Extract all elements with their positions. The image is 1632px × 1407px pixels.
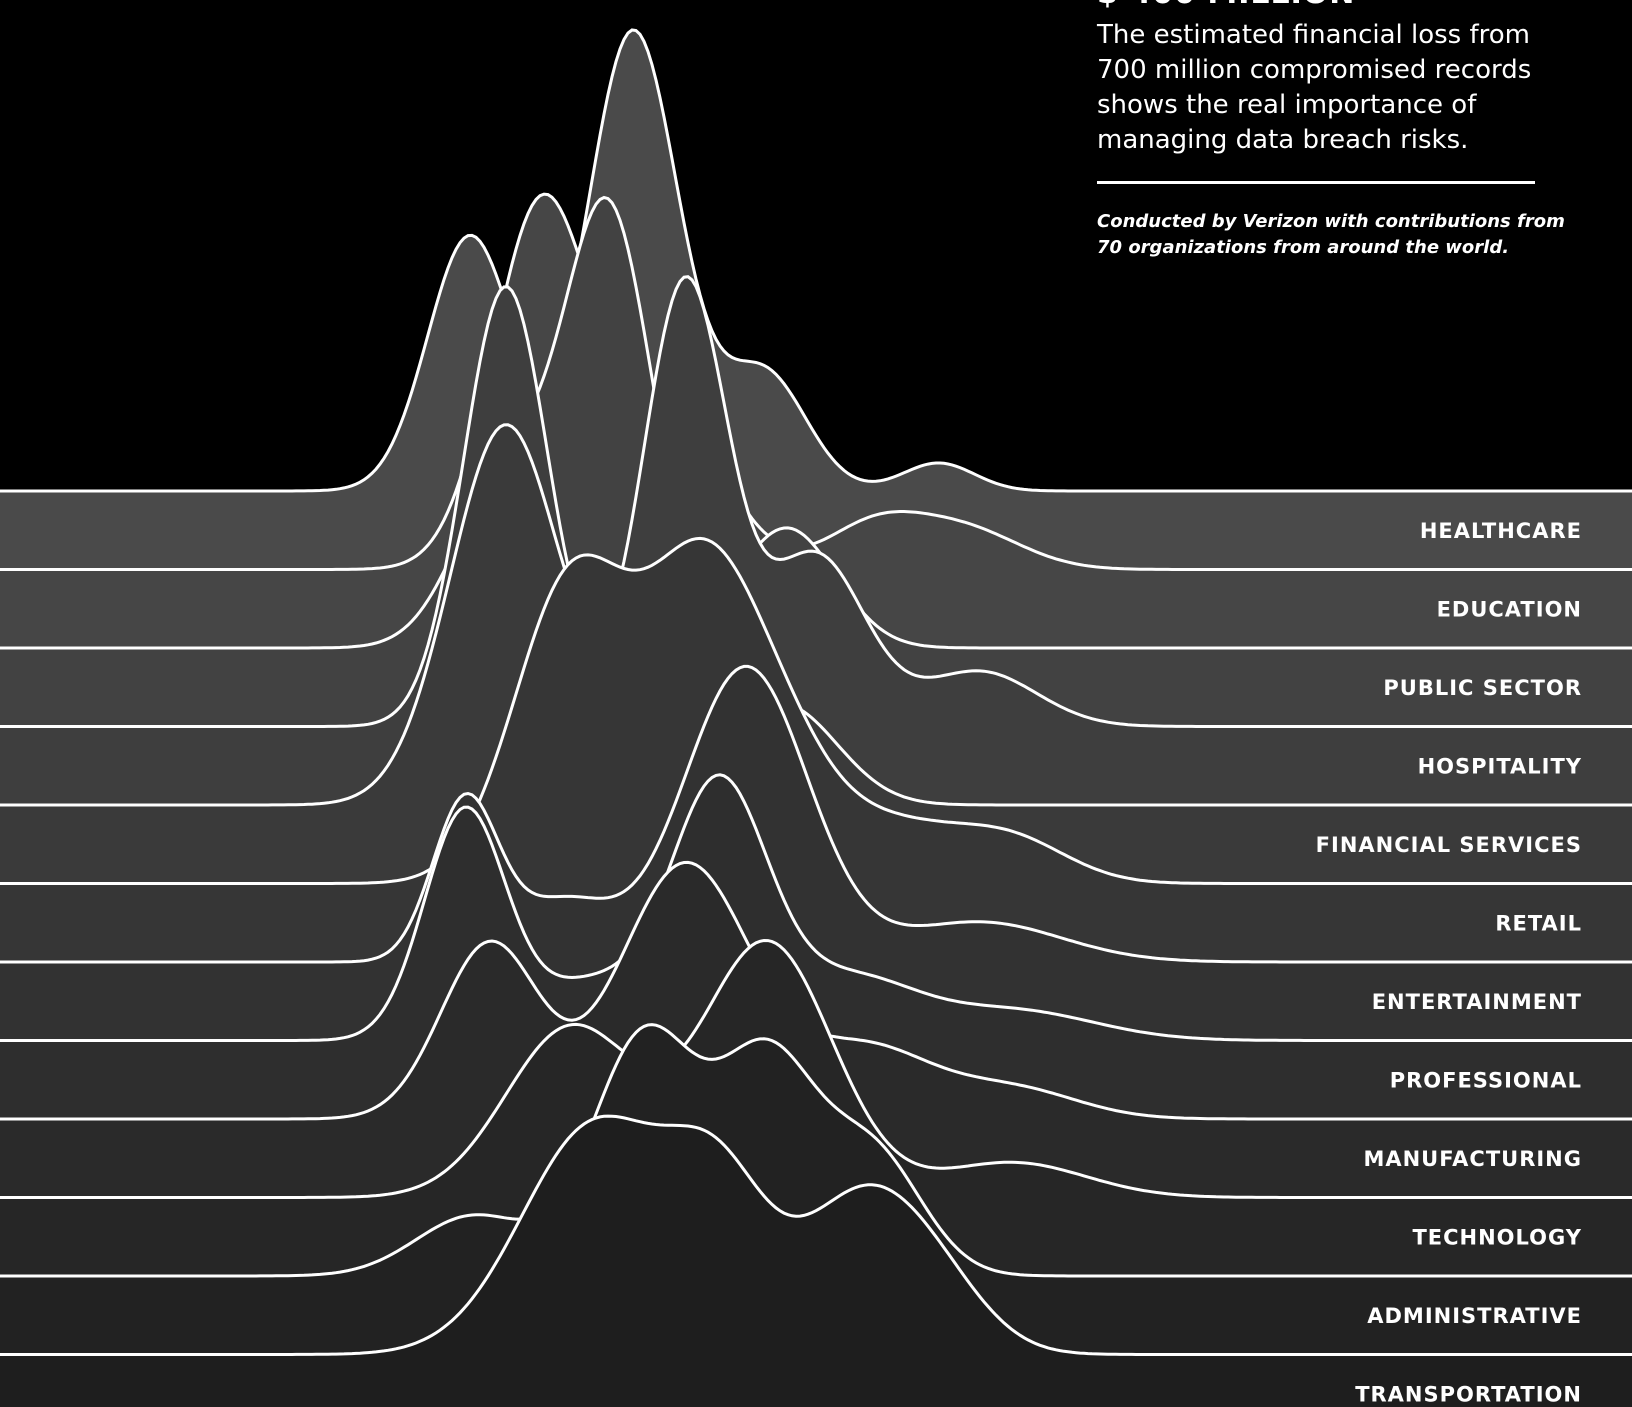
ridge-line-transportation: [0, 1114, 1632, 1356]
series-label: RETAIL: [1495, 912, 1582, 936]
series-label: HEALTHCARE: [1420, 519, 1582, 543]
ridge-line-public-sector: [0, 195, 1632, 650]
series-label: MANUFACTURING: [1363, 1147, 1582, 1171]
ridge-line-professional: [0, 773, 1632, 1042]
ridge-line-education: [0, 192, 1632, 571]
ridge-line-administrative: [0, 1023, 1632, 1278]
ridges-group: HEALTHCARE EDUCATION PUBLIC SECTOR HOSPITAL…: [0, 28, 1632, 1407]
series-label: PROFESSIONAL: [1390, 1069, 1582, 1093]
series-label: TECHNOLOGY: [1412, 1226, 1582, 1250]
ridge-line-financial-services: [0, 423, 1632, 807]
series-label: ENTERTAINMENT: [1372, 990, 1582, 1014]
credit-note: Conducted by Verizon with contributions …: [1097, 211, 1565, 258]
headline: $ 400 MILLION: [1097, 0, 1355, 11]
ridge-line-technology: [0, 938, 1632, 1199]
series-label: ADMINISTRATIVE: [1367, 1304, 1582, 1328]
ridge-line-entertainment: [0, 664, 1632, 964]
ridge-area-transportation: [0, 1116, 1632, 1407]
ridge-line-hospitality: [0, 275, 1632, 728]
description: The estimated financial loss from 700 mi…: [1097, 20, 1532, 155]
ridge-line-retail: [0, 536, 1632, 885]
series-label: FINANCIAL SERVICES: [1316, 833, 1582, 857]
series-label: PUBLIC SECTOR: [1383, 676, 1582, 700]
series-label: HOSPITALITY: [1418, 755, 1582, 779]
series-label: EDUCATION: [1437, 598, 1582, 622]
series-label: TRANSPORTATION: [1355, 1383, 1582, 1407]
divider: [1097, 181, 1535, 184]
ridge-line-healthcare: [0, 28, 1632, 493]
